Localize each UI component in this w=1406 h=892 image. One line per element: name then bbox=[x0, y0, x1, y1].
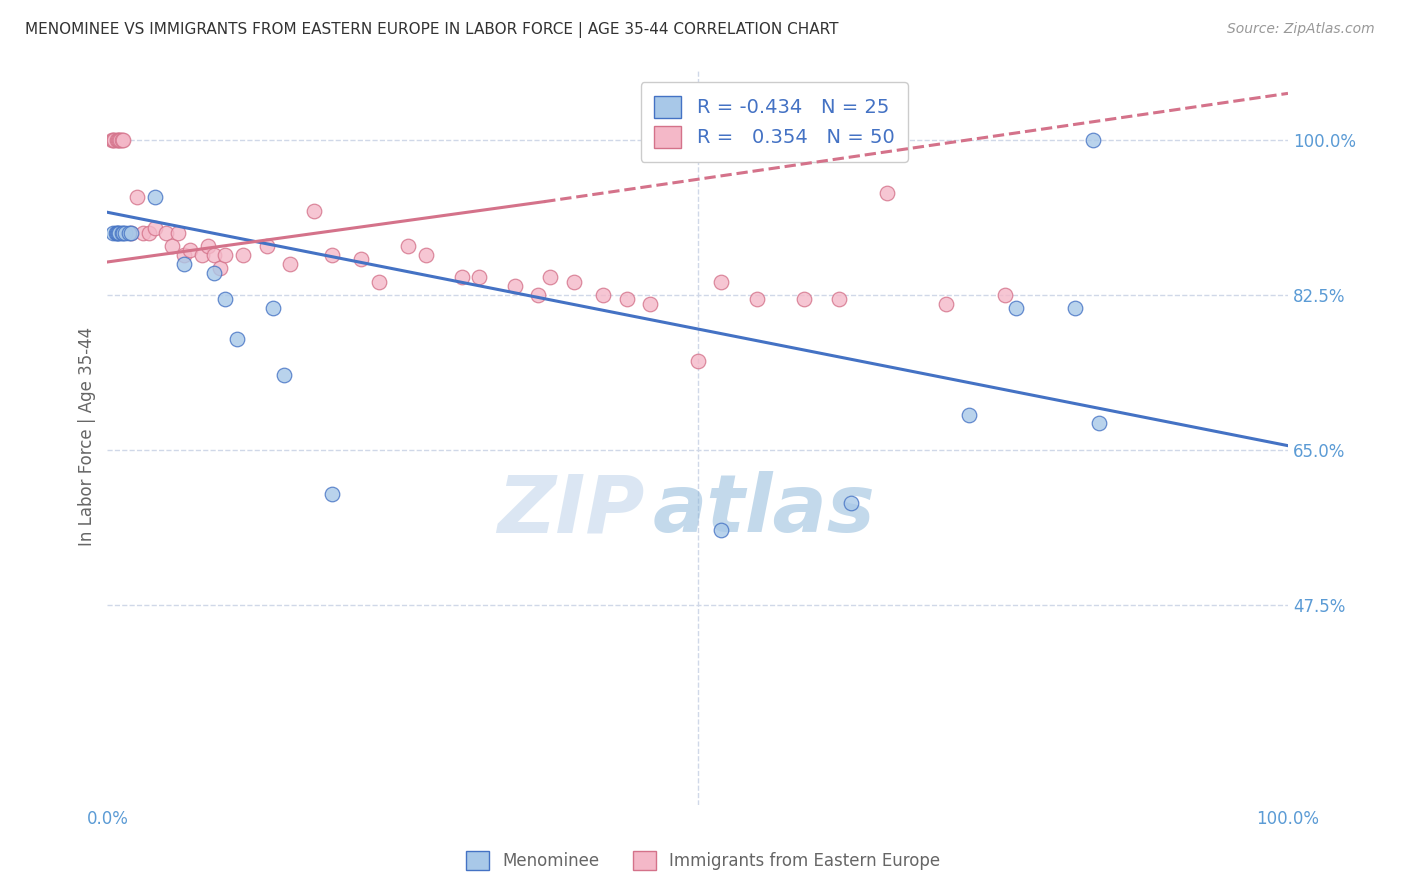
Point bbox=[1005, 301, 1028, 315]
Point bbox=[280, 257, 302, 271]
Y-axis label: In Labor Force | Age 35-44: In Labor Force | Age 35-44 bbox=[79, 327, 96, 547]
Point bbox=[214, 248, 236, 262]
Point bbox=[179, 244, 201, 258]
Point bbox=[592, 288, 614, 302]
Point bbox=[155, 226, 177, 240]
Point bbox=[415, 248, 437, 262]
Point bbox=[162, 239, 184, 253]
Point bbox=[111, 132, 134, 146]
Point bbox=[232, 248, 254, 262]
Point bbox=[202, 266, 225, 280]
Point bbox=[450, 270, 472, 285]
Point bbox=[125, 190, 148, 204]
Point bbox=[138, 226, 160, 240]
Text: atlas: atlas bbox=[652, 472, 876, 549]
Point bbox=[839, 496, 862, 510]
Point bbox=[527, 288, 550, 302]
Point bbox=[710, 275, 733, 289]
Point bbox=[214, 292, 236, 306]
Legend: R = -0.434   N = 25, R =   0.354   N = 50: R = -0.434 N = 25, R = 0.354 N = 50 bbox=[641, 82, 908, 161]
Point bbox=[793, 292, 815, 306]
Text: MENOMINEE VS IMMIGRANTS FROM EASTERN EUROPE IN LABOR FORCE | AGE 35-44 CORRELATI: MENOMINEE VS IMMIGRANTS FROM EASTERN EUR… bbox=[25, 22, 839, 38]
Point bbox=[256, 239, 278, 253]
Point bbox=[686, 354, 709, 368]
Point bbox=[503, 279, 526, 293]
Point bbox=[208, 261, 231, 276]
Point bbox=[226, 332, 249, 346]
Point bbox=[957, 408, 980, 422]
Point bbox=[105, 226, 128, 240]
Point bbox=[745, 292, 768, 306]
Point bbox=[350, 252, 373, 267]
Point bbox=[114, 226, 136, 240]
Point bbox=[167, 226, 190, 240]
Point bbox=[103, 226, 125, 240]
Text: Source: ZipAtlas.com: Source: ZipAtlas.com bbox=[1227, 22, 1375, 37]
Point bbox=[191, 248, 214, 262]
Point bbox=[110, 132, 132, 146]
Point bbox=[828, 292, 851, 306]
Point bbox=[111, 226, 134, 240]
Point bbox=[101, 132, 124, 146]
Point bbox=[143, 190, 166, 204]
Point bbox=[104, 226, 127, 240]
Point bbox=[108, 226, 131, 240]
Point bbox=[468, 270, 491, 285]
Point bbox=[1088, 417, 1111, 431]
Point bbox=[120, 226, 142, 240]
Point bbox=[321, 248, 343, 262]
Point bbox=[562, 275, 585, 289]
Point bbox=[935, 296, 957, 310]
Point bbox=[396, 239, 419, 253]
Point bbox=[103, 132, 125, 146]
Point bbox=[107, 226, 129, 240]
Point bbox=[262, 301, 284, 315]
Point bbox=[538, 270, 561, 285]
Point bbox=[1064, 301, 1087, 315]
Point bbox=[143, 221, 166, 235]
Point bbox=[202, 248, 225, 262]
Point bbox=[107, 132, 129, 146]
Text: ZIP: ZIP bbox=[498, 472, 644, 549]
Point bbox=[110, 226, 132, 240]
Legend: Menominee, Immigrants from Eastern Europe: Menominee, Immigrants from Eastern Europ… bbox=[458, 844, 948, 877]
Point bbox=[197, 239, 219, 253]
Point bbox=[368, 275, 391, 289]
Point bbox=[103, 132, 125, 146]
Point bbox=[616, 292, 638, 306]
Point bbox=[321, 487, 343, 501]
Point bbox=[273, 368, 295, 382]
Point bbox=[110, 132, 132, 146]
Point bbox=[108, 132, 131, 146]
Point bbox=[117, 226, 139, 240]
Point bbox=[876, 186, 898, 200]
Point bbox=[994, 288, 1017, 302]
Point bbox=[132, 226, 155, 240]
Point bbox=[302, 203, 325, 218]
Point bbox=[640, 296, 662, 310]
Point bbox=[173, 248, 195, 262]
Point bbox=[105, 132, 128, 146]
Point bbox=[1083, 132, 1105, 146]
Point bbox=[120, 226, 142, 240]
Point bbox=[710, 523, 733, 537]
Point bbox=[173, 257, 195, 271]
